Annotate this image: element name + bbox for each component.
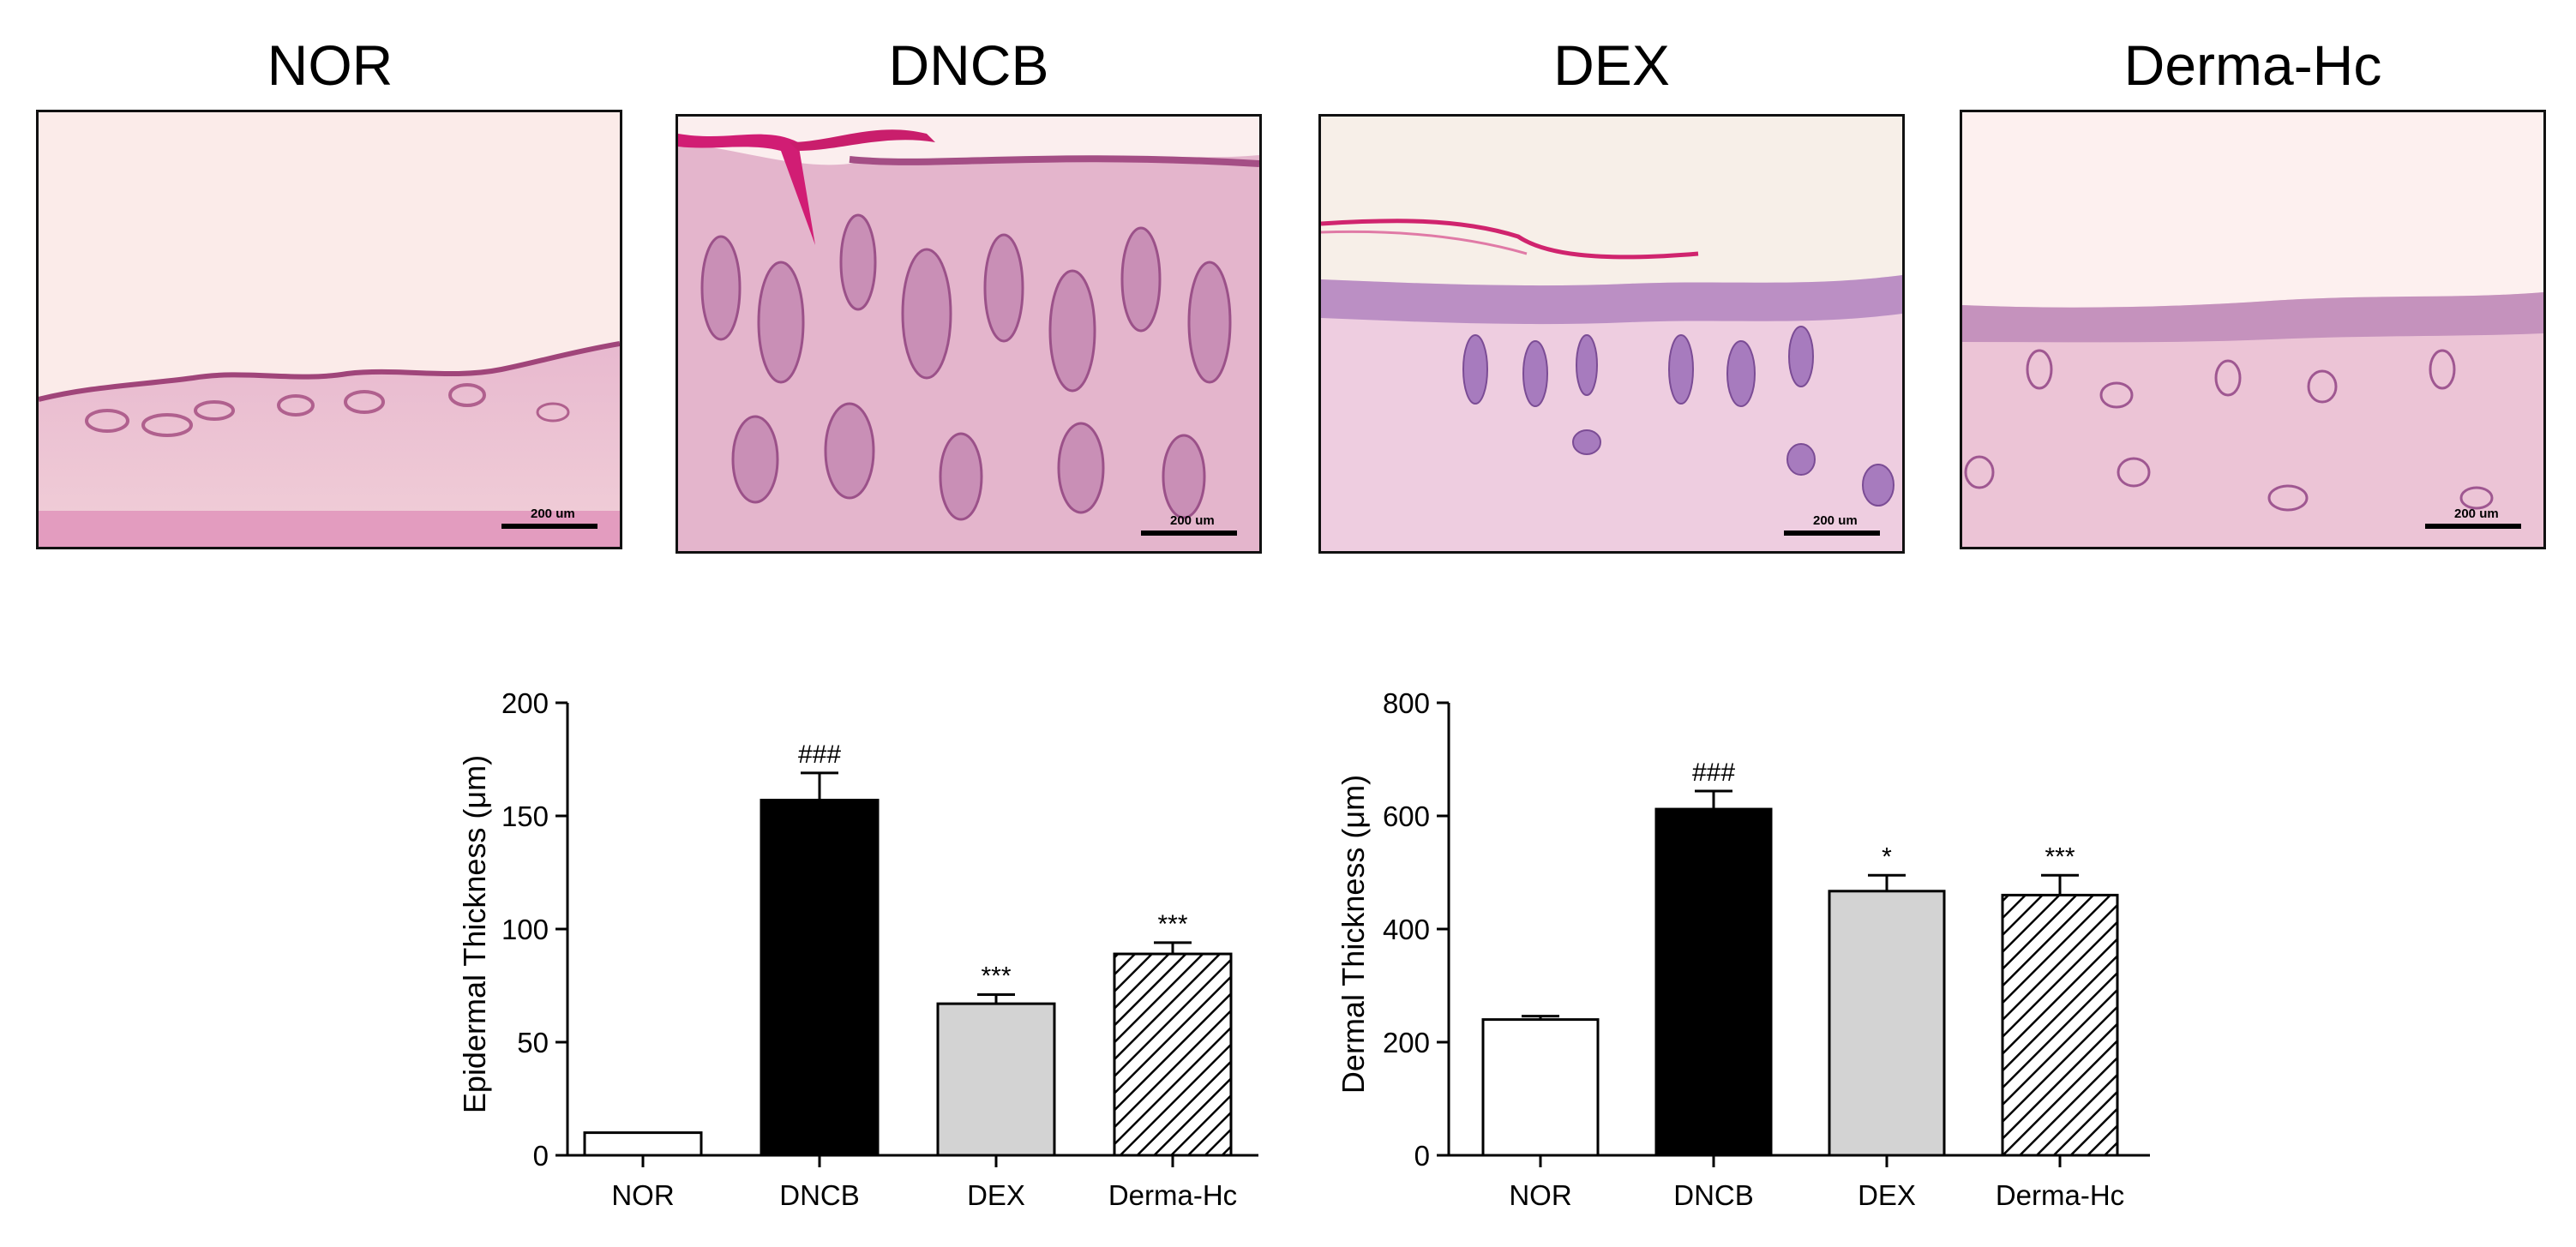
x-tick-label: Derma-Hc	[1996, 1179, 2124, 1211]
x-tick-label: DNCB	[1673, 1179, 1754, 1211]
y-tick-label: 200	[501, 687, 549, 719]
panel-title-dncb: DNCB	[888, 33, 1049, 97]
y-tick-label: 50	[517, 1027, 549, 1058]
bar-derma-hc	[2001, 893, 2119, 1157]
scale-bar-label-dncb: 200 um	[1170, 513, 1215, 528]
y-tick-label: 0	[1414, 1140, 1430, 1172]
scale-bar-label-dex: 200 um	[1813, 513, 1858, 528]
y-tick-label: 100	[501, 914, 549, 945]
significance-label: ***	[981, 962, 1011, 991]
bar-dncb	[1654, 807, 1773, 1157]
x-tick-label: DEX	[1858, 1179, 1916, 1211]
y-tick-label: 150	[501, 800, 549, 832]
scale-bar-label-derma-hc: 200 um	[2454, 507, 2499, 521]
x-tick-label: DEX	[967, 1179, 1025, 1211]
x-tick-label: NOR	[611, 1179, 674, 1211]
dermal-chart: Dermal Thickness (μm) ###* *** 0200400600…	[1336, 687, 2150, 1211]
bar-dex	[1828, 890, 1946, 1157]
bar-nor	[583, 1131, 703, 1157]
significance-label: *	[1882, 842, 1892, 871]
panel-title-dex: DEX	[1553, 33, 1670, 97]
x-tick-label: Derma-Hc	[1108, 1179, 1237, 1211]
micrograph-nor: 200 um	[36, 110, 622, 549]
bar-derma-hc	[1113, 952, 1233, 1157]
scale-bar-label-nor: 200 um	[531, 507, 575, 521]
micrograph-dncb: 200 um	[676, 114, 1262, 554]
epidermal-chart: Epidermal Thickness (μm) ### *** *** 0 50 10…	[457, 687, 1258, 1211]
y-tick-label: 400	[1383, 914, 1430, 945]
panel-title-nor: NOR	[267, 33, 393, 97]
significance-label: ***	[2045, 842, 2075, 871]
y-tick-label: 0	[533, 1140, 549, 1172]
bar-dncb	[760, 799, 880, 1157]
bar-nor	[1481, 1018, 1600, 1157]
micrograph-dex: 200 um	[1318, 114, 1905, 554]
y-tick-label: 200	[1383, 1027, 1430, 1058]
panel-title-derma-hc: Derma-Hc	[2123, 33, 2382, 97]
y-tick-label: 600	[1383, 800, 1430, 832]
epidermal-y-axis-label: Epidermal Thickness (μm)	[457, 755, 492, 1113]
x-tick-label: DNCB	[779, 1179, 860, 1211]
micrograph-derma-hc: 200 um	[1960, 110, 2546, 549]
y-tick-label: 800	[1383, 687, 1430, 719]
dermal-y-axis-label: Dermal Thickness (μm)	[1336, 775, 1371, 1094]
bar-dex	[936, 1002, 1056, 1157]
x-tick-label: NOR	[1509, 1179, 1571, 1211]
significance-label: ***	[1157, 910, 1187, 938]
significance-label: ###	[1692, 758, 1735, 787]
significance-label: ###	[798, 740, 841, 769]
